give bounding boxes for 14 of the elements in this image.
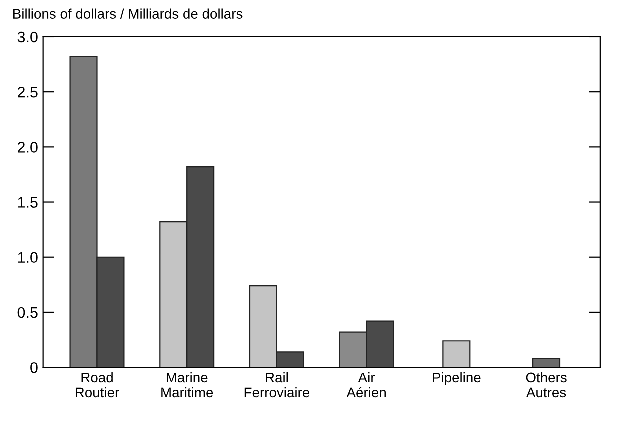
y-tick-label: 2.5	[18, 86, 38, 98]
x-tick-label: Road Routier	[76, 372, 120, 398]
y-tick-label: 1.5	[18, 197, 38, 208]
x-tick-label: Marine Maritime	[162, 372, 214, 398]
x-tick-label: Pipeline	[433, 372, 481, 386]
x-tick-label: Air Aérien	[346, 372, 386, 398]
y-axis-title: Billions of dollars / Milliards de dollars	[14, 8, 243, 19]
y-tick-label: 0.5	[18, 307, 38, 318]
y-tick-label: 3.0	[18, 32, 38, 43]
x-tick-label: Others Autres	[526, 372, 567, 398]
x-tick-label: Rail Ferroviaire	[244, 372, 310, 398]
y-tick-label: 1.0	[18, 252, 38, 264]
y-tick-label: 2.0	[18, 142, 38, 153]
y-tick-label: 0	[30, 362, 38, 374]
